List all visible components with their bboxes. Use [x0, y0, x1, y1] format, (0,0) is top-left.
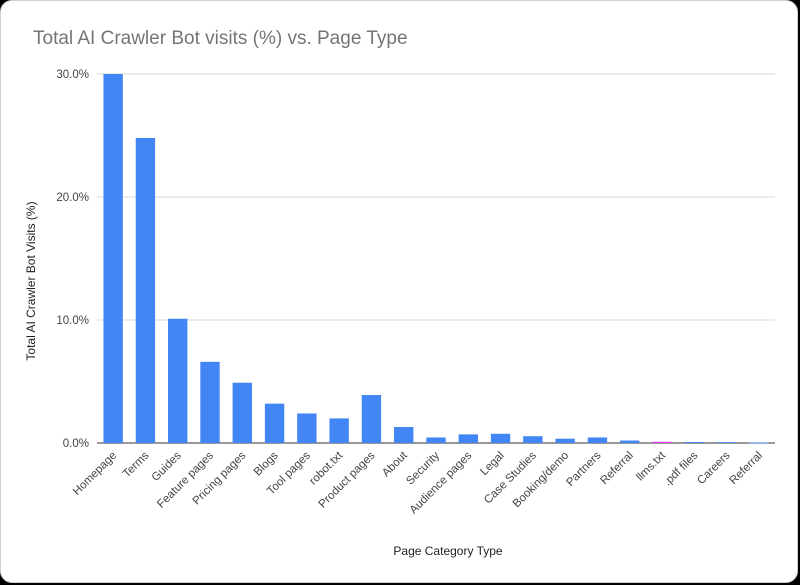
- x-tick-label: Referral: [598, 450, 635, 487]
- y-tick-label: 10.0%: [56, 315, 89, 327]
- x-tick-label: .pdf files: [662, 449, 701, 488]
- bar: [200, 361, 220, 443]
- x-tick-label: Blogs: [252, 449, 281, 478]
- x-axis-title: Page Category Type: [393, 544, 503, 558]
- x-tick-label: Product pages: [317, 449, 378, 510]
- bar: [749, 442, 769, 444]
- x-tick-label: Partners: [564, 449, 603, 488]
- bar: [297, 413, 317, 443]
- bar: [168, 318, 188, 443]
- bar: [135, 137, 156, 443]
- x-tick-label: Feature pages: [155, 449, 216, 510]
- x-tick-label: Referral: [728, 450, 765, 487]
- gridlines: [97, 73, 775, 444]
- bar: [264, 403, 285, 443]
- bar: [361, 395, 382, 443]
- x-tick-label: Legal: [478, 450, 506, 478]
- y-tick-label: 30.0%: [56, 69, 89, 81]
- bar: [523, 436, 543, 443]
- bar: [620, 440, 640, 443]
- x-tick-label: Homepage: [71, 450, 119, 498]
- bar: [684, 442, 704, 443]
- x-tick-label: Booking/demo: [511, 450, 571, 510]
- bar: [490, 433, 511, 443]
- x-tick-label: Careers: [695, 449, 733, 487]
- bar: [716, 442, 737, 443]
- bar: [555, 438, 575, 443]
- bar: [458, 434, 478, 443]
- chart-title: Total AI Crawler Bot visits (%) vs. Page…: [33, 28, 408, 49]
- bars: [103, 74, 769, 444]
- bar: [587, 437, 608, 443]
- x-tick-label: Terms: [121, 449, 152, 480]
- x-tick-label: Audience pages: [408, 449, 475, 516]
- bar: [394, 427, 414, 443]
- bar: [652, 441, 672, 443]
- y-tick-labels: 0.0% 10.0% 20.0% 30.0%: [56, 69, 89, 450]
- x-tick-label: About: [380, 449, 410, 479]
- bar: [103, 74, 123, 443]
- y-tick-label: 0.0%: [63, 438, 89, 450]
- y-tick-label: 20.0%: [56, 192, 89, 204]
- bar: [232, 382, 252, 443]
- bar: [329, 418, 349, 443]
- bar: [426, 437, 446, 443]
- y-axis-title: Total AI Crawler Bot Visits (%): [24, 201, 38, 360]
